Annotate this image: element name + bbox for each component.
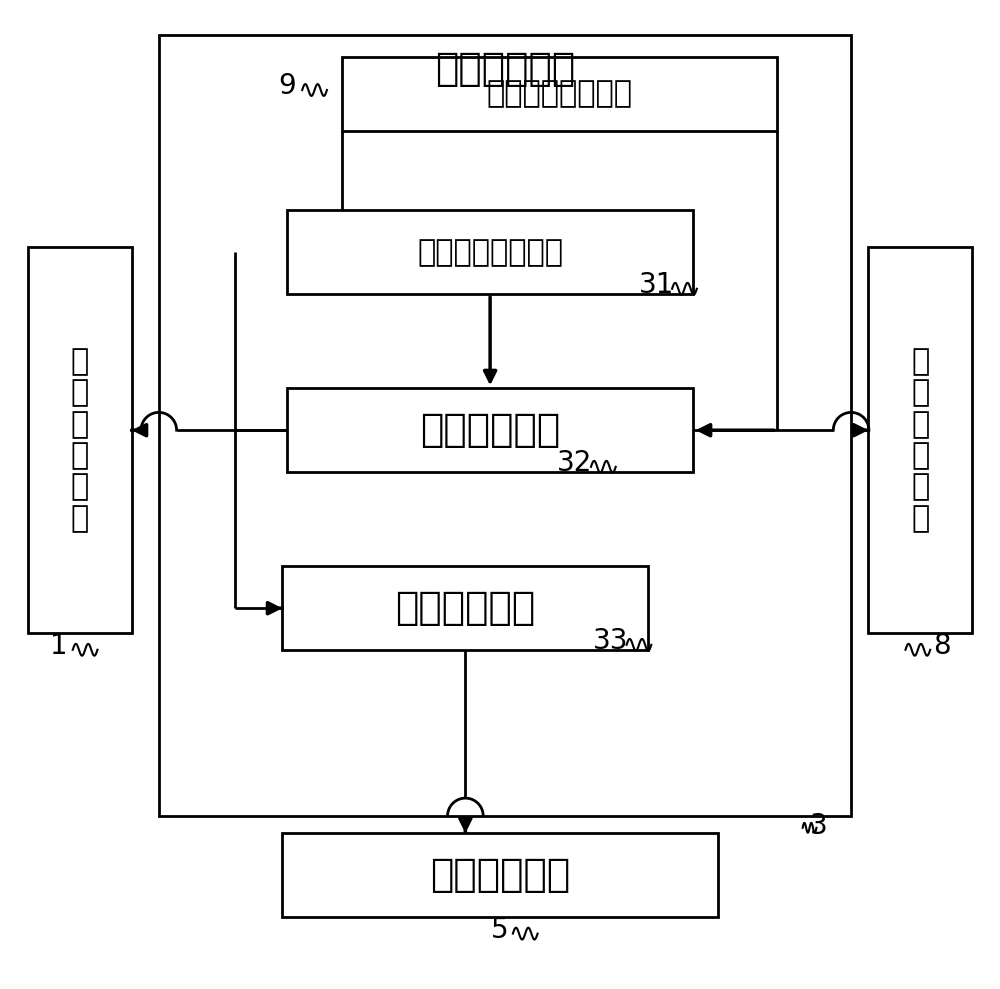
Text: 电流分流模块: 电流分流模块 (430, 856, 570, 894)
Text: 分流决策模块: 分流决策模块 (395, 589, 536, 627)
Text: 32: 32 (556, 449, 592, 477)
Bar (159, 35, 851, 816)
Text: 启动决策模块: 启动决策模块 (420, 411, 560, 449)
Bar (282, 833, 718, 918)
Text: 电流需求计算模块: 电流需求计算模块 (417, 237, 563, 267)
Text: 增
程
操
控
模
块: 增 程 操 控 模 块 (911, 347, 929, 533)
Text: 3: 3 (810, 812, 827, 840)
Text: 协调管理系统: 协调管理系统 (435, 50, 575, 88)
Bar (28, 247, 132, 633)
Text: 8: 8 (933, 632, 951, 660)
Text: 存储电量监控模块: 存储电量监控模块 (486, 79, 632, 109)
Bar (282, 566, 648, 651)
Text: 9: 9 (278, 72, 296, 100)
Bar (868, 247, 972, 633)
Bar (287, 389, 693, 473)
Text: 33: 33 (593, 627, 629, 655)
Text: 5: 5 (491, 916, 509, 944)
Text: 31: 31 (639, 271, 674, 299)
Text: 燃
料
电
池
模
块: 燃 料 电 池 模 块 (71, 347, 89, 533)
Bar (287, 211, 693, 295)
Bar (342, 56, 777, 131)
Text: 1: 1 (50, 632, 68, 660)
